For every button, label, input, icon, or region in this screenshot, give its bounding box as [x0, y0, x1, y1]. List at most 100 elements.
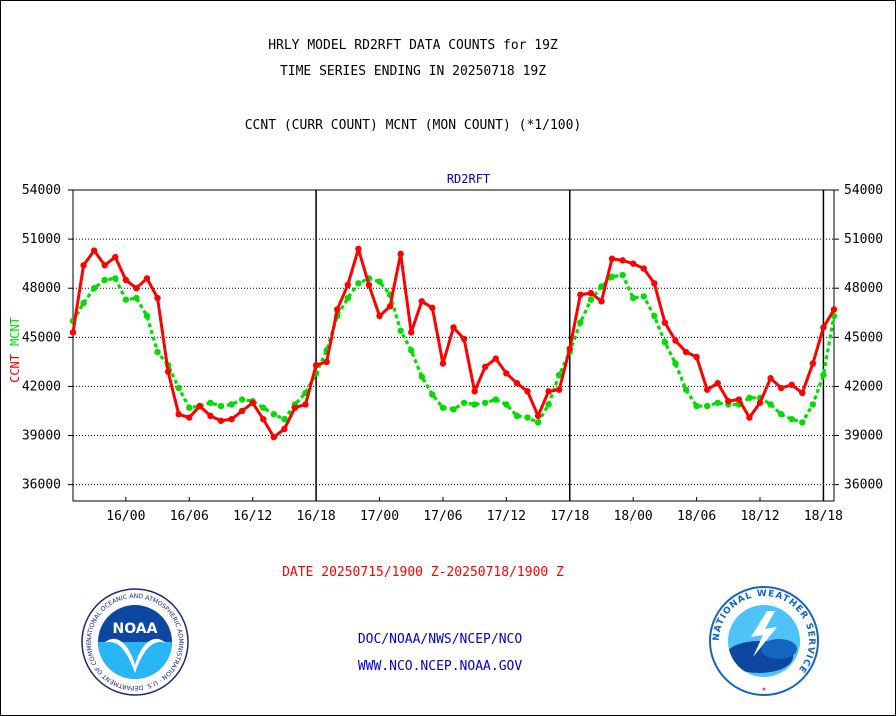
data-point-mcnt: [238, 396, 246, 403]
data-point-ccnt: [334, 306, 341, 313]
data-point-mcnt: [503, 401, 510, 408]
data-point-mcnt: [217, 402, 225, 410]
data-point-ccnt: [249, 399, 256, 406]
y-tick-label-right: 54000: [844, 183, 883, 198]
data-point-ccnt: [291, 404, 299, 411]
y-tick-label-left: 45000: [22, 330, 61, 345]
data-point-ccnt: [471, 388, 478, 395]
data-point-ccnt: [820, 324, 827, 331]
data-point-ccnt: [90, 247, 98, 254]
data-point-mcnt: [809, 401, 817, 408]
data-point-mcnt: [355, 280, 362, 287]
data-point-ccnt: [69, 329, 77, 336]
y-tick-label-left: 54000: [22, 183, 61, 198]
data-point-ccnt: [503, 370, 510, 377]
data-point-ccnt: [122, 276, 130, 284]
chart-subtitle: CCNT (CURR COUNT) MCNT (MON COUNT) (*1/1…: [244, 118, 582, 133]
y-tick-label-left: 51000: [22, 232, 61, 247]
data-point-mcnt: [682, 386, 690, 393]
data-point-mcnt: [133, 294, 140, 302]
data-point-mcnt: [651, 312, 658, 320]
data-point-ccnt: [809, 360, 817, 367]
data-point-mcnt: [767, 401, 774, 408]
data-point-ccnt: [661, 319, 669, 326]
data-point-ccnt: [408, 329, 415, 336]
data-point-ccnt: [524, 388, 531, 395]
data-point-ccnt: [598, 298, 605, 305]
chart-series-title: RD2RFT: [447, 172, 490, 186]
x-tick-label: 17/18: [550, 509, 589, 524]
data-point-mcnt: [376, 278, 383, 285]
data-point-mcnt: [788, 415, 795, 423]
data-point-ccnt: [725, 397, 732, 405]
data-point-ccnt: [682, 348, 690, 356]
website-url-label: WWW.NCO.NCEP.NOAA.GOV: [357, 659, 523, 674]
data-point-ccnt: [492, 355, 499, 362]
data-point-ccnt: [767, 375, 774, 382]
data-point-mcnt: [555, 371, 563, 379]
data-point-ccnt: [228, 415, 235, 423]
y-tick-label-left: 36000: [22, 478, 61, 493]
y-tick-label-right: 51000: [844, 232, 883, 247]
data-point-mcnt: [746, 394, 753, 402]
data-point-mcnt: [460, 399, 468, 406]
data-point-mcnt: [524, 414, 531, 421]
y-tick-label-right: 42000: [844, 379, 883, 394]
data-point-ccnt: [693, 353, 700, 361]
data-point-ccnt: [217, 417, 225, 424]
data-point-mcnt: [228, 401, 235, 408]
x-tick-label: 18/00: [614, 509, 653, 524]
data-point-mcnt: [175, 384, 182, 392]
data-point-ccnt: [80, 262, 87, 269]
data-point-ccnt: [429, 304, 436, 312]
data-point-mcnt: [482, 399, 489, 406]
data-point-mcnt: [90, 285, 98, 292]
data-point-mcnt: [101, 276, 108, 284]
line-chart: 36000 36000 39000 39000 42000 42000 45000 45000…: [8, 172, 883, 524]
data-point-ccnt: [756, 399, 764, 406]
data-point-ccnt: [344, 281, 352, 289]
data-point-ccnt: [545, 388, 552, 395]
data-point-ccnt: [577, 291, 584, 298]
data-point-ccnt: [143, 275, 151, 282]
y-axis-label: CCNT MCNT: [8, 317, 22, 383]
data-point-mcnt: [587, 296, 595, 303]
data-point-ccnt: [777, 384, 785, 392]
data-point-ccnt: [154, 294, 161, 302]
noaa-logo-text: NOAA: [113, 621, 158, 637]
data-point-ccnt: [482, 363, 489, 370]
data-point-mcnt: [799, 419, 806, 426]
data-point-mcnt: [154, 348, 161, 356]
data-point-ccnt: [101, 262, 108, 269]
data-point-ccnt: [460, 335, 468, 343]
y-axis-label-mcnt: MCNT: [8, 317, 22, 346]
y-tick-label-right: 45000: [844, 330, 883, 345]
data-point-ccnt: [175, 411, 182, 418]
data-point-ccnt: [534, 412, 542, 420]
org-path-label: DOC/NOAA/NWS/NCEP/NCO: [357, 632, 523, 647]
data-point-mcnt: [545, 401, 552, 408]
data-point-ccnt: [365, 281, 373, 289]
noaa-logo: NOAA NATIONAL OCEANIC AND ATMOSPHERIC AD…: [80, 587, 189, 696]
nws-logo-star-icon: ★: [762, 684, 767, 693]
x-tick-label: 16/06: [170, 509, 209, 524]
data-point-mcnt: [281, 415, 288, 423]
data-point-ccnt: [566, 345, 573, 352]
x-tick-label: 18/06: [677, 509, 716, 524]
x-tick-label: 17/12: [487, 509, 526, 524]
data-point-ccnt: [186, 414, 193, 421]
data-point-ccnt: [281, 425, 288, 433]
data-point-mcnt: [260, 404, 267, 411]
x-tick-label: 18/12: [740, 509, 779, 524]
data-point-mcnt: [640, 293, 647, 300]
data-point-mcnt: [143, 312, 151, 320]
data-point-mcnt: [693, 402, 700, 410]
data-point-mcnt: [513, 412, 521, 420]
y-tick-label-left: 48000: [22, 281, 61, 296]
data-point-ccnt: [355, 245, 362, 253]
data-point-mcnt: [714, 399, 721, 406]
nws-logo: NATIONAL WEATHER SERVICE ★: [709, 586, 819, 696]
data-point-mcnt: [820, 371, 827, 379]
data-point-ccnt: [270, 433, 278, 441]
data-point-ccnt: [133, 285, 140, 292]
